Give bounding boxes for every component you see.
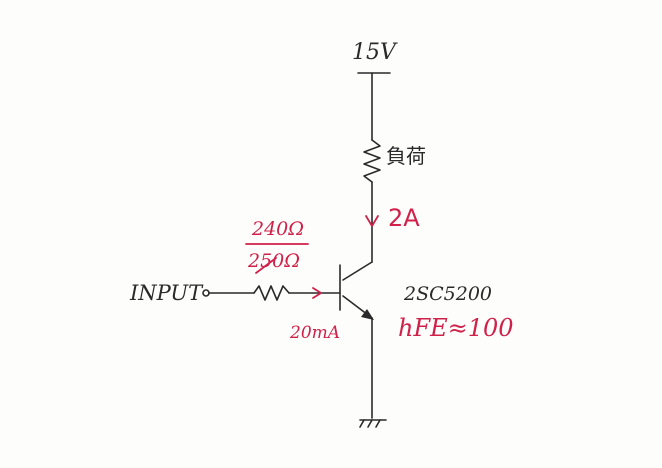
transistor-collector-lead — [342, 261, 373, 281]
hfe-label: hFE≈100 — [398, 316, 514, 340]
load-resistor — [363, 139, 381, 183]
base-resistor — [253, 285, 290, 301]
transistor-part-number: 2SC5200 — [404, 283, 492, 305]
ground-hatch-2 — [367, 419, 373, 428]
input-label: INPUT — [130, 281, 203, 305]
supply-voltage-label: 15V — [352, 40, 396, 65]
input-terminal — [202, 289, 210, 297]
hfe-value: ≈100 — [447, 314, 514, 342]
resistor-value-strike — [255, 257, 277, 274]
base-resistor-value-2: 250Ω — [248, 250, 301, 272]
ground-hatch-1 — [359, 419, 365, 428]
base-current-arrow — [312, 287, 322, 299]
collector-current-arrow — [365, 215, 379, 227]
base-resistor-value-1: 240Ω — [252, 218, 305, 240]
emitter-arrow — [361, 309, 374, 320]
base-current-label: 20mA — [290, 323, 341, 343]
load-label: 負荷 — [386, 144, 426, 168]
ground-hatch-3 — [375, 419, 381, 428]
hfe-symbol: hFE — [398, 314, 448, 342]
collector-current-label: 2A — [388, 204, 420, 232]
